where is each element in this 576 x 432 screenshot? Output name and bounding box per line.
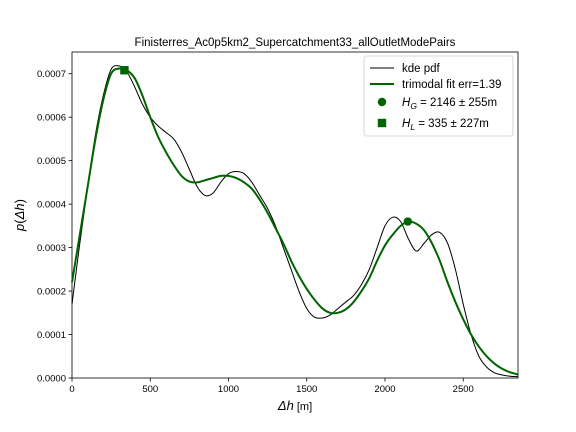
chart-title: Finisterres_Ac0p5km2_Supercatchment33_al… (135, 37, 456, 49)
y-tick-label: 0.0001 (37, 330, 66, 341)
plot-frame (71, 51, 519, 379)
x-tick-label: 1500 (296, 384, 317, 395)
legend-label: HG = 2146 ± 255m (402, 97, 497, 111)
y-tick-label: 0.0002 (37, 286, 66, 297)
hl-marker (120, 66, 129, 75)
x-tick-label: 2000 (374, 384, 395, 395)
y-axis-label: p(Δh) (12, 199, 27, 232)
legend-swatch (377, 97, 387, 107)
legend-swatch (377, 118, 387, 128)
y-tick-label: 0.0006 (37, 113, 66, 124)
y-tick-label: 0.0007 (37, 69, 66, 80)
x-axis: 0 500 1000 1500 2000 2500 (69, 378, 474, 395)
hg-marker (403, 217, 413, 226)
legend-label: kde pdf (402, 63, 441, 75)
legend-box (363, 55, 514, 137)
kde-pdf-line (71, 65, 519, 378)
trimodal-fit-line (71, 67, 519, 376)
legend-label: HL = 335 ± 227m (402, 118, 489, 132)
x-tick-label: 500 (142, 384, 158, 395)
plot-area: 0.0000 0.0001 0.0002 0.0003 0.0004 0.0005 0.00… (37, 51, 519, 395)
y-axis: 0.0000 0.0001 0.0002 0.0003 0.0004 0.0005 0.00… (37, 69, 72, 384)
series-layer (71, 65, 519, 378)
y-tick-label: 0.0005 (37, 156, 66, 167)
y-tick-label: 0.0003 (37, 243, 66, 254)
legend: kde pdf trimodal fit err=1.39 HG = 2146 ± … (363, 55, 514, 137)
x-tick-label: 2500 (453, 384, 474, 395)
marker-layer (120, 66, 413, 226)
y-tick-label: 0.0004 (37, 199, 66, 210)
legend-label: trimodal fit err=1.39 (402, 79, 501, 91)
y-tick-label: 0.0000 (37, 373, 66, 384)
x-tick-label: 0 (69, 384, 74, 395)
x-tick-label: 1000 (218, 384, 239, 395)
x-axis-label: Δh [m] (277, 398, 312, 413)
